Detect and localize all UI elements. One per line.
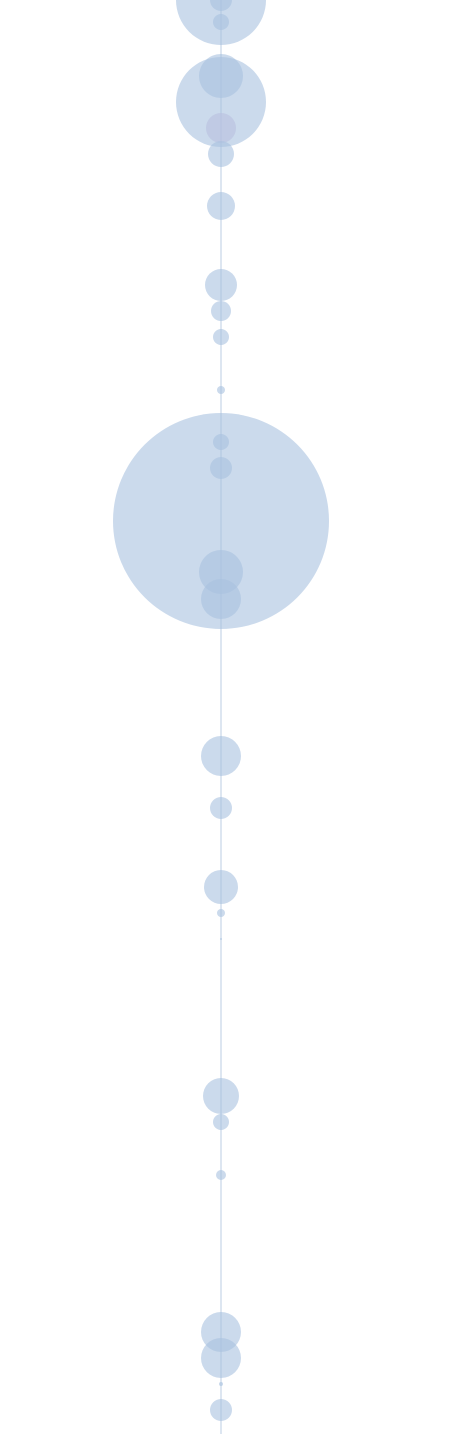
bubble-point: [216, 1170, 226, 1180]
bubble-point: [210, 0, 232, 11]
bubble-point: [213, 1114, 229, 1130]
bubble-point: [210, 457, 232, 479]
bubble-point: [207, 192, 235, 220]
bubble-point: [203, 1078, 239, 1114]
bubble-point: [210, 797, 232, 819]
bubble-point: [205, 269, 237, 301]
bubble-point: [210, 1399, 232, 1421]
bubble-point: [206, 113, 236, 143]
bubble-point: [113, 413, 329, 629]
bubble-series: [113, 0, 329, 1421]
bubble-point: [208, 141, 234, 167]
bubble-point: [219, 1382, 223, 1386]
bubble-point: [211, 301, 231, 321]
bubble-point: [213, 434, 229, 450]
bubble-point: [201, 579, 241, 619]
bubble-point: [213, 329, 229, 345]
bubble-point: [213, 14, 229, 30]
bubble-point: [201, 736, 241, 776]
bubble-point: [217, 909, 225, 917]
bubble-point: [220, 938, 222, 940]
bubble-point: [176, 57, 266, 147]
bubble-point: [217, 386, 225, 394]
bubble-point: [204, 870, 238, 904]
bubble-point: [201, 1338, 241, 1378]
bubble-point: [199, 54, 243, 98]
